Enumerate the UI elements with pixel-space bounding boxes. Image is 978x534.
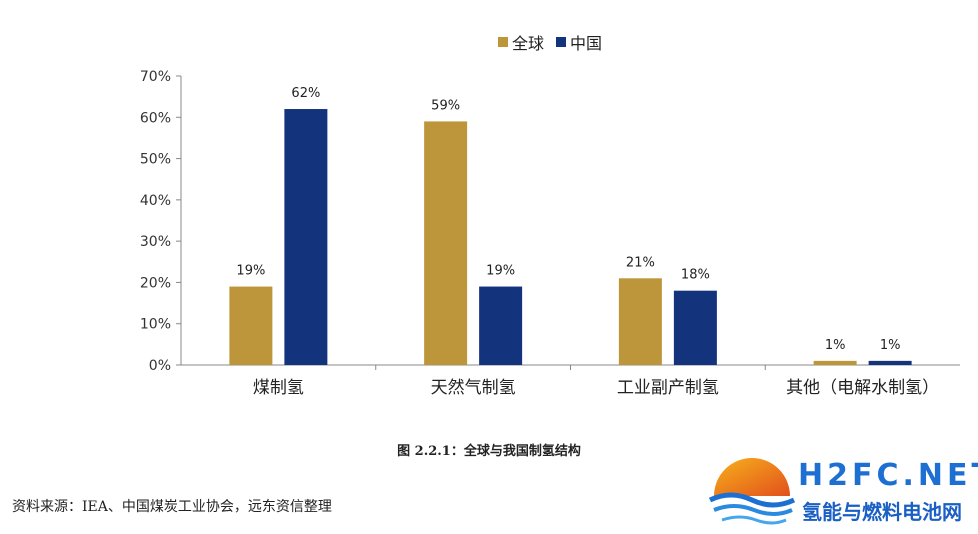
data-label: 19% <box>236 264 265 279</box>
figure-caption: 图 2.2.1：全球与我国制氢结构 <box>397 444 581 459</box>
bar <box>868 360 912 365</box>
legend: 全球 中国 <box>498 30 602 54</box>
y-tick-label: 70% <box>140 69 171 85</box>
x-tick-label: 煤制氢 <box>253 378 304 398</box>
bar-chart: 0% 10% 20% 30% 40% 50% 60% 70% 煤制氢 19% 62% 天然气制氢 59%… <box>140 69 960 398</box>
bar <box>229 286 273 365</box>
legend-item-china: 中国 <box>556 30 602 54</box>
legend-item-global: 全球 <box>498 30 544 54</box>
bar <box>673 290 717 365</box>
legend-swatch-global <box>498 37 508 47</box>
y-tick-label: 40% <box>140 193 171 209</box>
site-logo: H2FC.NET 氢能与燃料电池网 <box>706 452 978 530</box>
legend-label-china: 中国 <box>570 34 603 53</box>
x-tick-label: 工业副产制氢 <box>617 378 719 398</box>
data-label: 1% <box>880 338 901 353</box>
source-note: 资料来源：IEA、中国煤炭工业协会，远东资信整理 <box>12 499 332 515</box>
data-label: 21% <box>626 255 655 270</box>
y-tick-label: 10% <box>140 317 171 333</box>
data-label: 62% <box>291 86 320 101</box>
x-tick-label: 其他（电解水制氢） <box>786 378 939 398</box>
y-tick-label: 60% <box>140 110 171 126</box>
y-tick-label: 30% <box>140 234 171 250</box>
logo-subtitle: 氢能与燃料电池网 <box>802 500 962 524</box>
data-label: 19% <box>486 264 515 279</box>
y-tick-label: 50% <box>140 152 171 168</box>
bar <box>424 121 468 366</box>
bar <box>479 286 523 365</box>
y-tick-label: 0% <box>149 358 171 374</box>
data-label: 1% <box>825 338 846 353</box>
legend-label-global: 全球 <box>512 34 545 53</box>
bar <box>813 360 857 365</box>
y-tick-label: 20% <box>140 275 171 291</box>
legend-swatch-china <box>556 37 567 47</box>
sun-wave-logo-icon <box>708 458 796 525</box>
data-label: 18% <box>681 268 710 283</box>
data-label: 59% <box>431 98 460 113</box>
bar <box>284 109 328 366</box>
x-tick-label: 天然气制氢 <box>431 378 516 398</box>
logo-title: H2FC.NET <box>798 458 978 493</box>
bar <box>618 278 662 365</box>
